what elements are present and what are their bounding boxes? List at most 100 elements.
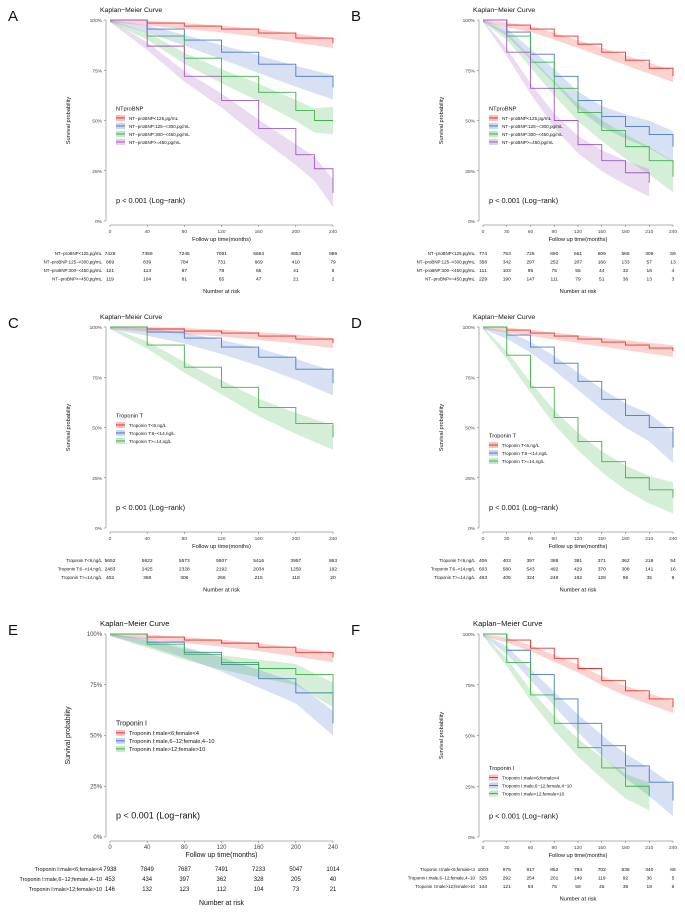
panel-label: C (8, 315, 19, 332)
x-tick-label: 200 (292, 536, 300, 542)
y-tick-label: 50% (90, 734, 103, 740)
risk-count: 1250 (290, 567, 301, 573)
chart-title: Kaplan−Meier Curve (473, 7, 535, 14)
chart-title: Kaplan−Meier Curve (100, 314, 162, 321)
x-tick-label: 40 (144, 845, 151, 851)
panel-label: F (351, 622, 361, 639)
x-tick-label: 30 (504, 536, 510, 542)
y-axis-label: Survival probability (439, 97, 445, 145)
risk-count: 144 (479, 884, 487, 890)
survival-curve (483, 326, 674, 498)
risk-count: 309 (645, 251, 653, 257)
panel-e: E Kaplan−Meier Curve 0% 25% 50% 75% 100% Surviv… (0, 614, 345, 921)
risk-count: 2328 (179, 567, 190, 573)
panel-a: A Kaplan−Meier Curve 0% 25% 50% 75% 100% Surviv… (0, 0, 345, 297)
risk-count: 111 (551, 277, 559, 283)
confidence-band (483, 327, 673, 357)
x-tick-label: 150 (598, 845, 606, 851)
risk-row-label: Troponin T>=14,ng/L (434, 575, 475, 580)
risk-count: 702 (598, 867, 606, 873)
legend-entry: Troponin T>=14,ng/L (129, 439, 172, 444)
risk-count: 35 (647, 575, 653, 581)
y-tick-label: 75% (90, 683, 103, 689)
confidence-band (110, 20, 333, 100)
risk-count: 55 (575, 268, 581, 274)
risk-table-title: Number at risk (560, 588, 597, 594)
survival-curve (483, 633, 674, 708)
survival-curve (483, 326, 674, 352)
risk-count: 324 (526, 575, 534, 581)
chart-title: Kaplan−Meier Curve (100, 619, 169, 628)
risk-count: 397 (526, 558, 534, 564)
risk-row-label: NT−proBNP:300−<450,pg/mL (417, 268, 476, 273)
y-tick-label: 100% (87, 632, 103, 638)
legend-entry: Troponin T:6−<14,ng/L (502, 451, 548, 456)
y-axis-label: Survival probability (66, 404, 72, 452)
risk-count: 182 (574, 575, 582, 581)
risk-count: 20 (330, 575, 336, 581)
risk-count: 5 (672, 876, 675, 882)
y-tick-label: 100% (463, 18, 476, 24)
risk-count: 3 (672, 277, 675, 283)
risk-count: 47 (256, 277, 262, 283)
risk-count: 397 (179, 877, 189, 883)
risk-count: 113 (143, 268, 151, 274)
confidence-band (110, 327, 333, 450)
risk-count: 403 (503, 558, 511, 564)
risk-count: 370 (598, 567, 606, 573)
confidence-band (483, 634, 650, 811)
x-tick-label: 240 (669, 536, 677, 542)
x-tick-label: 0 (482, 229, 485, 235)
x-tick-label: 240 (329, 536, 337, 542)
x-tick-label: 240 (669, 845, 677, 851)
y-tick-label: 25% (92, 169, 102, 175)
risk-count: 75 (552, 884, 558, 890)
risk-table-title: Number at risk (203, 289, 240, 295)
p-value: p < 0.001 (Log−rank) (116, 811, 200, 821)
survival-curve (483, 19, 674, 77)
legend-entry: Troponin T>=14,ng/L (502, 459, 545, 464)
risk-count: 406 (479, 558, 487, 564)
risk-row-label: Troponin I:male<6;female<4 (420, 867, 475, 872)
risk-count: 16 (670, 567, 676, 573)
y-tick-label: 75% (465, 68, 475, 74)
risk-count: 402 (106, 575, 114, 581)
panel-label: E (8, 622, 19, 639)
risk-count: 7938 (103, 867, 117, 873)
risk-count: 46 (599, 884, 605, 890)
x-tick-label: 120 (574, 845, 582, 851)
risk-count: 54 (670, 558, 676, 564)
risk-count: 44 (599, 268, 605, 274)
x-tick-label: 180 (621, 536, 629, 542)
x-tick-label: 210 (645, 536, 653, 542)
risk-count: 190 (503, 277, 511, 283)
km-chart: Kaplan−Meier Curve 0% 25% 50% 75% 100% Surviva… (417, 7, 678, 295)
risk-table-title: Number at risk (560, 289, 597, 295)
y-tick-label: 50% (92, 426, 102, 432)
risk-count: 774 (479, 251, 487, 257)
risk-count: 21 (293, 277, 299, 283)
risk-count: 371 (598, 558, 606, 564)
legend-entry: Troponin I:male>12;female>10 (129, 747, 205, 753)
risk-count: 133 (621, 260, 629, 266)
confidence-band (110, 634, 333, 736)
y-tick-label: 75% (465, 375, 475, 381)
risk-count: 207 (574, 260, 582, 266)
legend-entry: NT−proBNP:125−<300,pg/mL (129, 124, 190, 129)
risk-row-label: Troponin I:male<6;female<4 (35, 867, 102, 873)
risk-count: 118 (292, 575, 300, 581)
risk-count: 7233 (252, 867, 266, 873)
risk-count: 104 (143, 277, 151, 283)
risk-count: 73 (293, 887, 300, 893)
risk-count: 362 (217, 877, 227, 883)
risk-count: 79 (330, 260, 336, 266)
km-chart: Kaplan−Meier Curve 0% 25% 50% 75% 100% Surviva… (44, 7, 338, 295)
x-tick-label: 210 (645, 845, 653, 851)
km-chart: Kaplan−Meier Curve 0% 25% 50% 75% 100% Surviva… (20, 619, 341, 907)
risk-count: 229 (479, 277, 487, 283)
risk-count: 205 (291, 877, 302, 883)
x-tick-label: 240 (329, 229, 337, 235)
legend-entry: NT−proBNP:125−<300,pg/mL (502, 124, 563, 129)
y-tick-label: 0% (95, 219, 103, 225)
risk-count: 65 (256, 268, 262, 274)
